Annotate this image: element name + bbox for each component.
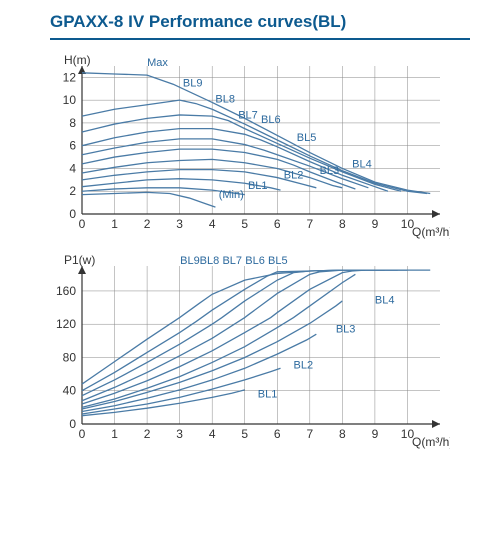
- svg-text:BL3: BL3: [320, 165, 340, 177]
- svg-text:BL3: BL3: [336, 324, 356, 336]
- svg-text:0: 0: [79, 427, 86, 441]
- svg-text:80: 80: [63, 350, 77, 364]
- svg-text:40: 40: [63, 384, 77, 398]
- curve-bl2: [82, 368, 281, 414]
- svg-text:BL2: BL2: [284, 170, 304, 182]
- svg-text:5: 5: [241, 217, 248, 231]
- svg-text:BL1: BL1: [248, 180, 268, 192]
- curve-max: [82, 270, 430, 384]
- svg-text:BL5: BL5: [268, 255, 288, 267]
- curve-min: [82, 192, 215, 207]
- svg-text:9: 9: [372, 217, 379, 231]
- svg-text:4: 4: [209, 217, 216, 231]
- svg-text:5: 5: [241, 427, 248, 441]
- svg-text:6: 6: [274, 217, 281, 231]
- svg-text:BL4: BL4: [352, 158, 372, 170]
- svg-text:8: 8: [339, 427, 346, 441]
- svg-text:BL9: BL9: [183, 77, 203, 89]
- svg-text:3: 3: [176, 217, 183, 231]
- svg-text:2: 2: [144, 427, 151, 441]
- svg-text:9: 9: [372, 427, 379, 441]
- svg-text:BL6: BL6: [245, 255, 265, 267]
- svg-text:Q(m³/h): Q(m³/h): [412, 435, 450, 449]
- svg-text:BL8: BL8: [215, 93, 235, 105]
- svg-text:Max: Max: [147, 57, 168, 69]
- svg-text:0: 0: [79, 217, 86, 231]
- svg-text:7: 7: [306, 427, 313, 441]
- svg-text:0: 0: [69, 417, 76, 431]
- svg-text:BL5: BL5: [297, 132, 317, 144]
- svg-text:160: 160: [56, 284, 76, 298]
- svg-text:3: 3: [176, 427, 183, 441]
- svg-text:BL8: BL8: [200, 255, 220, 267]
- svg-text:BL7: BL7: [222, 255, 242, 267]
- svg-text:7: 7: [306, 217, 313, 231]
- svg-text:P1(w): P1(w): [64, 253, 95, 267]
- svg-text:1: 1: [111, 217, 118, 231]
- svg-text:BL9: BL9: [180, 255, 200, 267]
- svg-text:H(m): H(m): [64, 53, 91, 67]
- svg-text:BL7: BL7: [238, 109, 258, 121]
- svg-text:2: 2: [144, 217, 151, 231]
- svg-text:8: 8: [339, 217, 346, 231]
- svg-text:BL1: BL1: [258, 388, 278, 400]
- svg-text:6: 6: [69, 139, 76, 153]
- svg-text:4: 4: [69, 161, 76, 175]
- curve-bl3: [82, 170, 316, 188]
- svg-text:1: 1: [111, 427, 118, 441]
- svg-text:BL2: BL2: [294, 359, 314, 371]
- svg-text:10: 10: [63, 93, 77, 107]
- svg-text:Q(m³/h): Q(m³/h): [412, 225, 450, 239]
- svg-text:4: 4: [209, 427, 216, 441]
- svg-text:(Min): (Min): [219, 189, 244, 201]
- svg-text:BL6: BL6: [261, 114, 281, 126]
- curve-bl8: [82, 115, 401, 191]
- title-underline: [50, 38, 470, 40]
- svg-text:8: 8: [69, 116, 76, 130]
- svg-text:2: 2: [69, 184, 76, 198]
- svg-text:120: 120: [56, 317, 76, 331]
- page-title: GPAXX-8 IV Performance curves(BL): [0, 0, 500, 38]
- svg-text:6: 6: [274, 427, 281, 441]
- svg-text:0: 0: [69, 207, 76, 221]
- head-chart: 012345678910024681012H(m)Q(m³/h)MaxBL9BL…: [50, 50, 470, 240]
- curve-bl6: [82, 270, 365, 404]
- power-chart: 01234567891004080120160P1(w)Q(m³/h)BL4BL…: [50, 250, 470, 450]
- svg-text:12: 12: [63, 70, 77, 84]
- svg-text:BL4: BL4: [375, 294, 395, 306]
